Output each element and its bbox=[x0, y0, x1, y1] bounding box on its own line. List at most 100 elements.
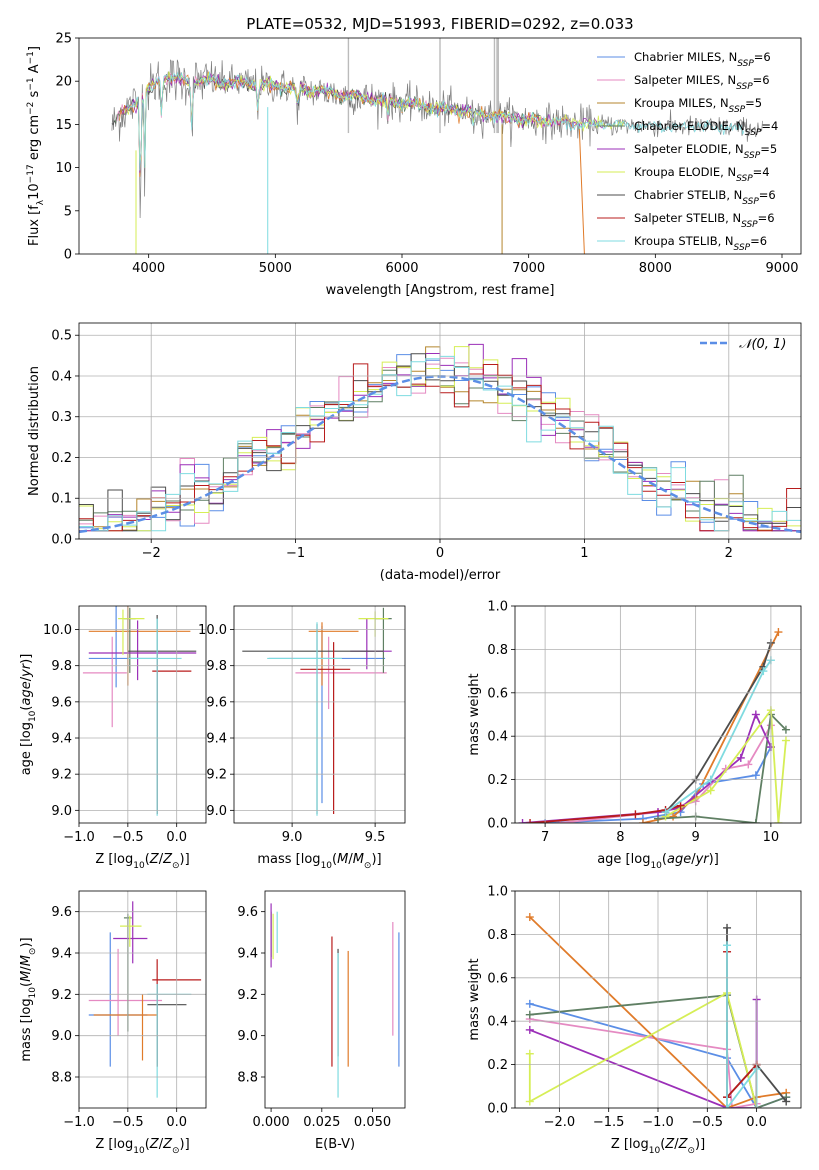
y-axis-label-part: yr bbox=[19, 662, 34, 678]
x-tick-label: −2 bbox=[142, 546, 161, 561]
x-axis-label-part: / bbox=[691, 852, 696, 867]
y-tick-label: 9.2 bbox=[237, 988, 258, 1003]
legend-label: Salpeter ELODIE, NSSP=5 bbox=[634, 142, 777, 161]
x-axis-label-part: M bbox=[337, 852, 348, 867]
y-tick-label: 9.0 bbox=[51, 804, 72, 819]
y-tick-label: 10.0 bbox=[198, 623, 227, 638]
plot-area-weight_vs_age bbox=[518, 628, 790, 823]
y-tick-label: 1.0 bbox=[487, 600, 508, 615]
x-tick-label: 7 bbox=[541, 830, 549, 845]
chart-spectrum: 4000 5000 6000 7000 8000 9000 0 5 10 15 20 25 PLATE=… bbox=[26, 15, 802, 298]
x-axis-label-part: / bbox=[159, 852, 164, 867]
plot-area-age_vs_Z bbox=[82, 606, 197, 816]
plot-area-age_vs_mass bbox=[242, 607, 392, 816]
axes-frame bbox=[78, 322, 802, 540]
x-tick-label: 1 bbox=[580, 546, 588, 561]
model-spectrum-line bbox=[126, 71, 745, 171]
x-axis-label: age [log10(age/yr)] bbox=[597, 852, 719, 871]
y-axis-label-part: )] bbox=[19, 654, 34, 664]
x-axis-label-part: Z bbox=[678, 1137, 689, 1152]
legend-label-part: =6 bbox=[759, 188, 776, 202]
x-axis-label-part: ⊙ bbox=[172, 861, 180, 871]
x-axis-label-part: 10 bbox=[321, 861, 333, 871]
plot-area-mass_vs_ebv bbox=[270, 903, 400, 1098]
legend-label: Chabrier STELIB, NSSP=6 bbox=[634, 188, 776, 207]
x-tick-label: −0.5 bbox=[692, 1115, 724, 1130]
y-axis-label-part: ] bbox=[27, 46, 42, 51]
y-tick-label: 9.6 bbox=[51, 695, 72, 710]
y-tick-label: 0.8 bbox=[487, 928, 508, 943]
y-tick-label: 0.6 bbox=[487, 971, 508, 986]
y-tick-label: 9.2 bbox=[51, 768, 72, 783]
x-axis-label-part: )] bbox=[180, 852, 190, 867]
y-tick-label: 1.0 bbox=[487, 885, 508, 900]
y-tick-label: 9.8 bbox=[206, 659, 227, 674]
y-axis-label-part: Flux [f bbox=[27, 205, 42, 246]
model-spectrum-line bbox=[116, 72, 568, 170]
legend-label-part: SSP bbox=[741, 220, 758, 230]
legend-label: Kroupa STELIB, NSSP=6 bbox=[634, 234, 767, 253]
y-tick-label: 0.4 bbox=[487, 730, 508, 745]
y-tick-label: 5 bbox=[64, 204, 72, 219]
y-tick-label: 0.3 bbox=[51, 410, 72, 425]
weight-series-c5 bbox=[529, 999, 758, 1108]
y-axis-label-part: −1 bbox=[26, 51, 36, 64]
legend-label-part: SSP bbox=[744, 151, 761, 161]
weight-series-c4 bbox=[657, 712, 787, 823]
y-axis-label-part: λ bbox=[36, 199, 46, 205]
x-tick-label: 0.0 bbox=[746, 1115, 767, 1130]
chart-residuals: −2 −1 0 1 2 0.0 0.1 0.2 0.3 0.4 0.5 (data-model)/er… bbox=[27, 322, 802, 583]
legend-label-part: SSP bbox=[736, 82, 753, 92]
y-axis-label: Flux [fλ10−17 erg cm−2 s−1 A−1] bbox=[26, 46, 46, 246]
legend-label: Kroupa ELODIE, NSSP=4 bbox=[634, 165, 770, 184]
legend-label-part: =5 bbox=[745, 96, 762, 110]
x-axis-label-part: age bbox=[667, 852, 691, 867]
y-axis-label-part: age bbox=[19, 681, 34, 705]
x-axis-label-part: / bbox=[674, 1137, 679, 1152]
model-spectrum-line bbox=[124, 71, 625, 169]
x-axis-label-part: Z [log bbox=[95, 852, 133, 867]
x-axis-label-part: 10 bbox=[133, 861, 145, 871]
x-axis-label: E(B-V) bbox=[315, 1137, 355, 1152]
x-tick-label: −1.0 bbox=[63, 830, 95, 845]
x-tick-label: 0.050 bbox=[354, 1115, 391, 1130]
x-tick-label: −1.0 bbox=[642, 1115, 674, 1130]
x-axis-label-part: Z bbox=[149, 1137, 160, 1152]
y-axis-label-part: ( bbox=[19, 706, 34, 711]
x-tick-label: −1 bbox=[286, 546, 305, 561]
x-axis-label-part: M bbox=[353, 852, 364, 867]
x-axis-label-part: Z bbox=[149, 852, 160, 867]
x-axis-label-part: / bbox=[159, 1137, 164, 1152]
x-axis-label-part: ( bbox=[145, 1137, 150, 1152]
x-axis-label-part: yr bbox=[695, 852, 711, 867]
legend-label: 𝒩(0, 1) bbox=[739, 337, 786, 352]
y-tick-label: 9.2 bbox=[206, 768, 227, 783]
weight-series-c8 bbox=[530, 804, 681, 823]
x-tick-label: 0.000 bbox=[252, 1115, 289, 1130]
x-tick-label: −0.5 bbox=[112, 830, 144, 845]
x-tick-label: 6000 bbox=[385, 261, 418, 276]
y-axis-label-part: erg cm bbox=[27, 115, 42, 164]
legend-label-part: SSP bbox=[736, 174, 753, 184]
x-tick-label: −1.0 bbox=[63, 1115, 95, 1130]
y-tick-label: 0.1 bbox=[51, 492, 72, 507]
x-axis-label-part: 10 bbox=[650, 861, 662, 871]
legend-label-part: =5 bbox=[760, 142, 777, 156]
chart-weight_vs_Z: −2.0 −1.5 −1.0 −0.5 0.0 0.0 0.2 0.4 0.6 0.8 1.0 Z [… bbox=[467, 885, 802, 1156]
y-tick-label: 0.4 bbox=[487, 1015, 508, 1030]
y-tick-label: 8.8 bbox=[237, 1071, 258, 1086]
x-tick-label: 0.025 bbox=[303, 1115, 340, 1130]
legend-label-part: =6 bbox=[758, 211, 775, 225]
legend-label-part: Salpeter MILES, N bbox=[634, 73, 736, 87]
x-axis-label-part: ( bbox=[145, 852, 150, 867]
legend-label-part: SSP bbox=[729, 105, 746, 115]
y-axis-label-part: )] bbox=[19, 937, 34, 947]
y-axis-label-part: M bbox=[19, 971, 34, 982]
y-axis-label-part: −17 bbox=[26, 164, 36, 183]
legend-label-part: Salpeter STELIB, N bbox=[634, 211, 741, 225]
y-axis-label-part: / bbox=[19, 966, 34, 971]
x-tick-label: 8 bbox=[616, 830, 624, 845]
x-axis-label-part: )] bbox=[180, 1137, 190, 1152]
